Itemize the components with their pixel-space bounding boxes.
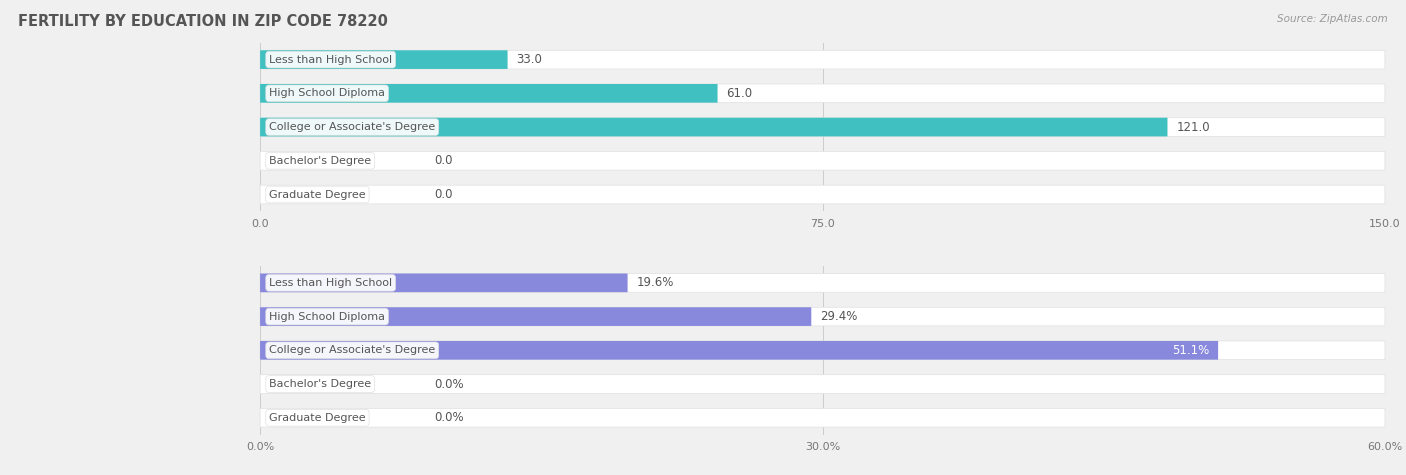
- Text: 0.0%: 0.0%: [434, 378, 464, 390]
- Text: College or Associate's Degree: College or Associate's Degree: [269, 345, 436, 355]
- FancyBboxPatch shape: [260, 118, 1167, 136]
- FancyBboxPatch shape: [260, 84, 1385, 103]
- Text: 29.4%: 29.4%: [820, 310, 858, 323]
- Text: College or Associate's Degree: College or Associate's Degree: [269, 122, 436, 132]
- Text: Bachelor's Degree: Bachelor's Degree: [269, 156, 371, 166]
- Text: 61.0: 61.0: [727, 87, 752, 100]
- FancyBboxPatch shape: [260, 50, 508, 69]
- Text: Source: ZipAtlas.com: Source: ZipAtlas.com: [1277, 14, 1388, 24]
- FancyBboxPatch shape: [260, 185, 1385, 204]
- Text: Less than High School: Less than High School: [269, 278, 392, 288]
- FancyBboxPatch shape: [260, 341, 1218, 360]
- FancyBboxPatch shape: [260, 408, 1385, 427]
- Text: 19.6%: 19.6%: [637, 276, 673, 289]
- Text: 121.0: 121.0: [1177, 121, 1211, 133]
- FancyBboxPatch shape: [260, 50, 1385, 69]
- FancyBboxPatch shape: [260, 307, 1385, 326]
- FancyBboxPatch shape: [260, 84, 717, 103]
- Text: 0.0%: 0.0%: [434, 411, 464, 424]
- Text: High School Diploma: High School Diploma: [269, 312, 385, 322]
- FancyBboxPatch shape: [260, 118, 1385, 136]
- Text: Less than High School: Less than High School: [269, 55, 392, 65]
- FancyBboxPatch shape: [260, 274, 627, 292]
- FancyBboxPatch shape: [260, 274, 1385, 292]
- Text: Graduate Degree: Graduate Degree: [269, 190, 366, 200]
- Text: 0.0: 0.0: [434, 188, 453, 201]
- Text: 0.0: 0.0: [434, 154, 453, 167]
- Text: Graduate Degree: Graduate Degree: [269, 413, 366, 423]
- FancyBboxPatch shape: [260, 152, 1385, 170]
- FancyBboxPatch shape: [260, 375, 1385, 393]
- FancyBboxPatch shape: [260, 341, 1385, 360]
- FancyBboxPatch shape: [260, 307, 811, 326]
- Text: High School Diploma: High School Diploma: [269, 88, 385, 98]
- Text: Bachelor's Degree: Bachelor's Degree: [269, 379, 371, 389]
- Text: 51.1%: 51.1%: [1171, 344, 1209, 357]
- Text: FERTILITY BY EDUCATION IN ZIP CODE 78220: FERTILITY BY EDUCATION IN ZIP CODE 78220: [18, 14, 388, 29]
- Text: 33.0: 33.0: [516, 53, 543, 66]
